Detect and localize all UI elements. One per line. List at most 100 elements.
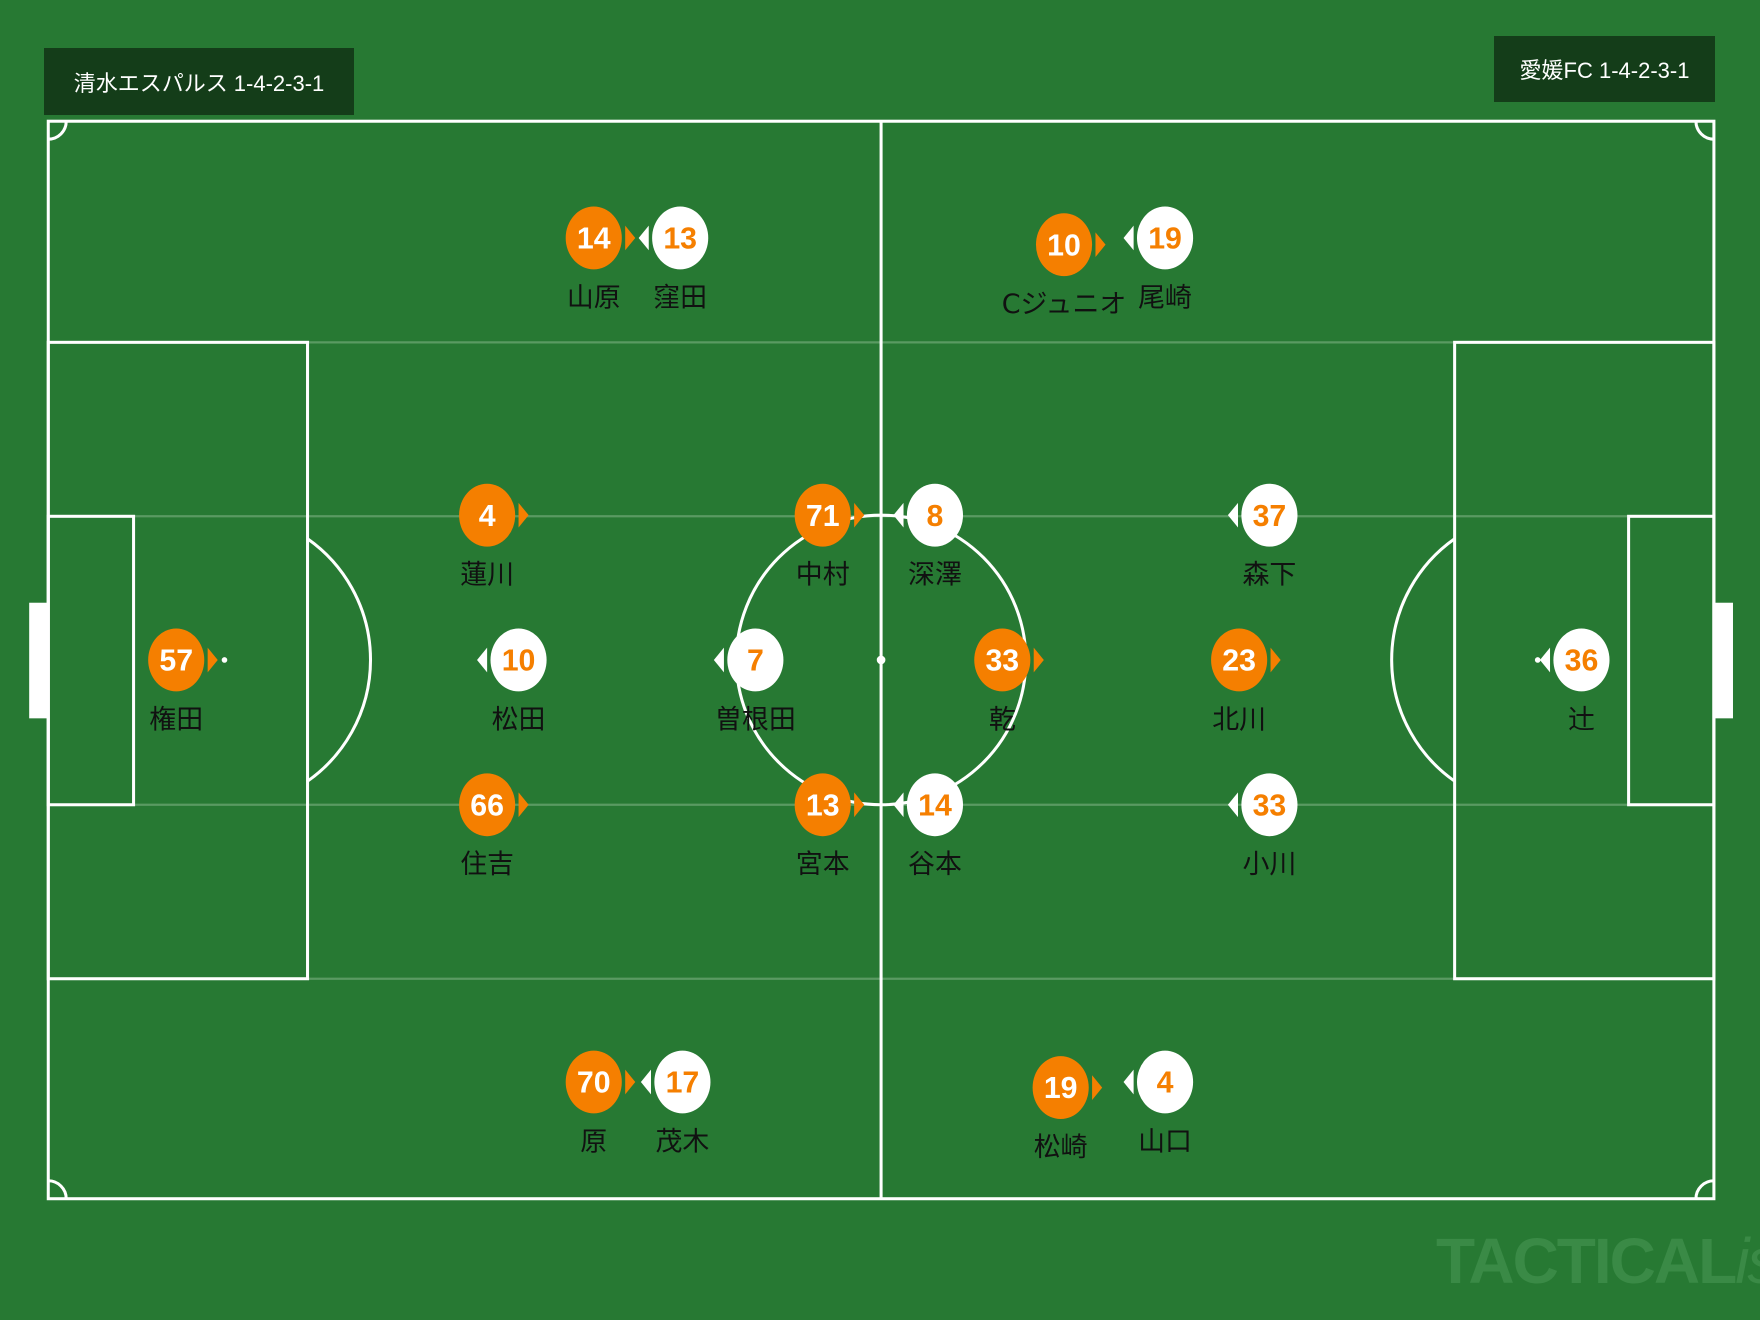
player-number: 23 xyxy=(1222,645,1256,678)
corner-arc xyxy=(1694,1179,1715,1199)
player-number: 71 xyxy=(806,500,840,533)
away-player[interactable]: 19 尾崎 xyxy=(1123,206,1194,314)
player-name: 山口 xyxy=(1138,1126,1192,1157)
center-spot xyxy=(876,655,886,665)
player-marker xyxy=(1032,1056,1089,1120)
away-player[interactable]: 14 谷本 xyxy=(893,773,964,880)
home-player[interactable]: 4 蓮川 xyxy=(459,483,529,591)
player-name: 山原 xyxy=(567,282,621,313)
ball-dot-icon xyxy=(1534,657,1541,663)
home-player[interactable]: 23 北川 xyxy=(1211,628,1281,736)
home-player[interactable]: 70 原 xyxy=(565,1050,636,1158)
direction-arrow-icon xyxy=(713,647,724,673)
player-marker xyxy=(459,773,516,837)
right-penalty-arc xyxy=(1390,537,1456,783)
player-marker xyxy=(1241,483,1298,547)
player-marker xyxy=(1211,628,1268,692)
player-marker xyxy=(490,628,547,692)
away-player[interactable]: 10 松田 xyxy=(477,628,547,736)
away-player[interactable]: 7 曽根田 xyxy=(713,628,796,736)
direction-arrow-icon xyxy=(1227,502,1239,528)
away-player[interactable]: 8 深澤 xyxy=(893,483,964,591)
player-marker xyxy=(794,483,851,547)
direction-arrow-icon xyxy=(1033,647,1044,673)
player-number: 14 xyxy=(577,223,611,256)
player-marker xyxy=(906,773,964,837)
player-number: 7 xyxy=(747,645,764,678)
player-marker xyxy=(1136,206,1194,270)
away-player[interactable]: 13 窪田 xyxy=(638,206,709,314)
home-player[interactable]: 71 中村 xyxy=(794,483,865,591)
home-player[interactable]: 10 Cジュニオ xyxy=(1002,213,1127,320)
home-player[interactable]: 66 住吉 xyxy=(459,773,529,880)
direction-arrow-icon xyxy=(1123,225,1134,251)
direction-arrow-icon xyxy=(640,1069,651,1095)
direction-arrow-icon xyxy=(207,647,218,673)
player-name: 北川 xyxy=(1212,704,1266,735)
away-player[interactable]: 4 山口 xyxy=(1123,1050,1194,1158)
corner-arc xyxy=(48,1179,68,1199)
home-player[interactable]: 33 乾 xyxy=(974,628,1044,736)
corner-arc xyxy=(48,121,68,141)
player-name: 森下 xyxy=(1243,560,1297,591)
away-formation-label: 愛媛FC 1-4-2-3-1 xyxy=(1494,36,1715,102)
player-name: 松崎 xyxy=(1034,1132,1088,1163)
player-marker xyxy=(727,628,784,692)
home-formation-label: 清水エスパルス 1-4-2-3-1 xyxy=(44,48,354,115)
home-player[interactable]: 57 権田 xyxy=(148,628,228,736)
watermark-suffix: ista xyxy=(1735,1225,1760,1297)
player-name: 中村 xyxy=(796,560,850,591)
player-number: 57 xyxy=(159,645,193,678)
left-goal-area xyxy=(46,514,136,807)
player-marker xyxy=(1553,628,1610,692)
right-goal-area xyxy=(1627,514,1716,807)
player-name: 小川 xyxy=(1243,849,1297,880)
player-marker xyxy=(1136,1050,1194,1114)
player-marker xyxy=(565,206,622,270)
home-player[interactable]: 14 山原 xyxy=(565,206,636,314)
player-number: 37 xyxy=(1253,500,1287,533)
watermark-main: TACTICAL xyxy=(1436,1225,1737,1297)
player-number: 33 xyxy=(1253,789,1287,822)
player-name: 窪田 xyxy=(653,282,707,313)
player-number: 70 xyxy=(577,1067,611,1100)
player-name: 松田 xyxy=(492,704,546,735)
player-marker xyxy=(1241,773,1298,837)
player-number: 19 xyxy=(1148,223,1182,256)
player-number: 13 xyxy=(663,223,697,256)
player-name: 茂木 xyxy=(655,1126,709,1157)
player-name: 曽根田 xyxy=(715,704,796,735)
away-player[interactable]: 37 森下 xyxy=(1227,483,1298,591)
direction-arrow-icon xyxy=(625,1069,636,1095)
player-number: 19 xyxy=(1044,1072,1078,1105)
direction-arrow-icon xyxy=(1095,232,1106,258)
direction-arrow-icon xyxy=(893,792,904,818)
player-number: 10 xyxy=(1047,229,1081,262)
player-marker xyxy=(906,483,964,547)
player-name: Cジュニオ xyxy=(1002,289,1127,320)
player-number: 33 xyxy=(985,645,1019,678)
home-player[interactable]: 13 宮本 xyxy=(794,773,865,880)
player-marker xyxy=(652,206,709,270)
away-player[interactable]: 36 辻 xyxy=(1534,628,1610,736)
left-goal xyxy=(29,602,48,719)
player-number: 66 xyxy=(470,789,504,822)
player-marker xyxy=(794,773,851,837)
direction-arrow-icon xyxy=(638,225,649,251)
player-number: 36 xyxy=(1565,645,1599,678)
player-name: 谷本 xyxy=(908,849,962,880)
home-player[interactable]: 19 松崎 xyxy=(1032,1056,1103,1163)
direction-arrow-icon xyxy=(1539,647,1551,673)
player-name: 辻 xyxy=(1568,704,1595,735)
player-marker xyxy=(974,628,1031,692)
direction-arrow-icon xyxy=(1270,647,1281,673)
player-marker xyxy=(1035,213,1093,277)
player-number: 17 xyxy=(666,1067,700,1100)
player-marker xyxy=(148,628,205,692)
corner-arc xyxy=(1694,121,1715,141)
away-player[interactable]: 17 茂木 xyxy=(640,1050,711,1158)
direction-arrow-icon xyxy=(893,502,904,528)
player-name: 原 xyxy=(580,1126,607,1157)
away-player[interactable]: 33 小川 xyxy=(1227,773,1298,880)
